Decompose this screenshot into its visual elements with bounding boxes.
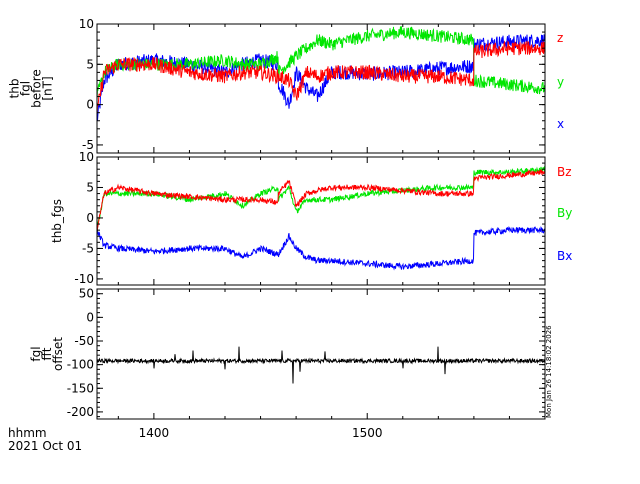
series-bx-line — [97, 226, 545, 271]
y-tick-label: -100 — [67, 358, 94, 372]
legend-y: y — [557, 75, 564, 89]
y-tick-label: 10 — [79, 17, 94, 31]
y-tick-label: -5 — [82, 241, 94, 255]
x-tick-label: 1500 — [352, 426, 383, 440]
y-tick-label: 0 — [86, 98, 94, 112]
ylabel-line: [nT] — [41, 76, 55, 100]
frames-layer — [96, 23, 546, 420]
panel-1-traces — [97, 26, 545, 121]
series-fgl-fft-offset-line — [97, 346, 545, 384]
y-tick-label: -5 — [82, 138, 94, 152]
timestamp-stamp: Mon Jan 26 14:18:02 2026 — [545, 325, 553, 418]
panel-3-traces — [97, 346, 545, 384]
y-tick-label: 5 — [86, 57, 94, 71]
series-z-line — [97, 40, 545, 115]
y-tick-label: 0 — [86, 310, 94, 324]
traces-layer — [97, 26, 545, 384]
panel-2-traces — [97, 165, 545, 271]
text-layer: -50510thbfglbefore[nT]zyx-10-50510thb_fg… — [8, 17, 573, 440]
y-tick-label: -150 — [67, 381, 94, 395]
ylabel-line: before — [30, 69, 44, 108]
x-tick-label: 1400 — [139, 426, 170, 440]
ylabel-line: fft — [40, 347, 54, 360]
y-tick-label: -200 — [67, 405, 94, 419]
y-tick-label: 5 — [86, 180, 94, 194]
ylabel-line: fgl — [19, 81, 33, 96]
panel-2-ylabel: thb_fgs — [50, 199, 64, 243]
panel-2-frame — [96, 156, 546, 286]
legend-bx: Bx — [557, 249, 572, 263]
series-x-line — [97, 34, 545, 121]
legend-bz: Bz — [557, 165, 572, 179]
legend-by: By — [557, 206, 572, 220]
ylabel-line: thb — [8, 79, 22, 99]
ylabel-line: fgl — [29, 346, 43, 361]
ylabel-line: thb_fgs — [50, 199, 64, 243]
x-axis-title: hhmm — [8, 426, 47, 440]
y-tick-label: -10 — [74, 272, 94, 286]
series-bz-line — [97, 168, 545, 232]
x-axis-date: 2021 Oct 01 — [8, 439, 82, 453]
ylabel-line: offset — [51, 337, 65, 371]
series-by-line — [97, 165, 545, 233]
y-tick-label: 50 — [79, 287, 94, 301]
y-tick-label: 0 — [86, 211, 94, 225]
y-tick-label: -50 — [74, 334, 94, 348]
legend-x: x — [557, 117, 564, 131]
legend-z: z — [557, 31, 563, 45]
panel-3-frame — [96, 288, 546, 420]
y-tick-label: 10 — [79, 150, 94, 164]
